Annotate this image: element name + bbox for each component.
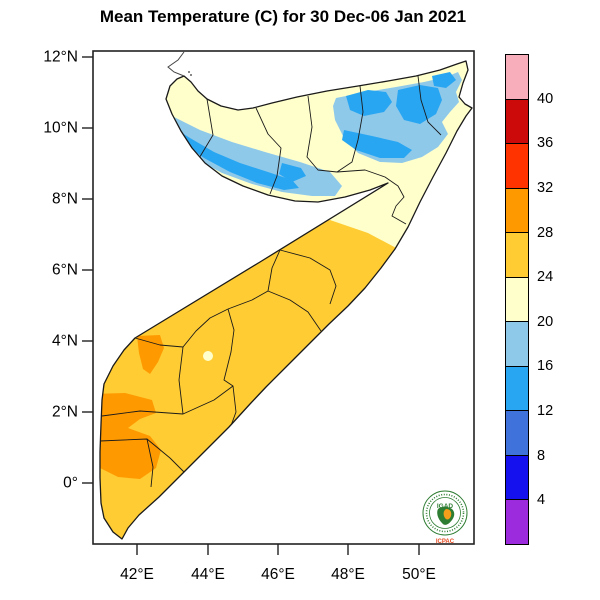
colorbar-seg-28-32 [506, 188, 528, 234]
fill-cream-spot [203, 351, 213, 361]
colorbar-label-24: 24 [537, 269, 554, 285]
logo-inner-ring [429, 497, 461, 529]
fill-blue-core-east-3 [342, 130, 412, 158]
island-dot [188, 71, 190, 73]
colorbar-seg-below-4 [506, 500, 528, 545]
chart-title: Mean Temperature (C) for 30 Dec-06 Jan 2… [99, 7, 467, 26]
fill-blue-core-west-blob [279, 163, 306, 182]
lat-label-2n: 2°N [52, 404, 78, 421]
lat-label-6n: 6°N [52, 262, 78, 279]
colorbar-label-20: 20 [537, 314, 554, 330]
fill-blue-core-west-snake [168, 124, 299, 190]
logo-text-ring [425, 493, 465, 533]
lat-label-0: 0° [63, 475, 78, 492]
colorbar-label-36: 36 [537, 135, 554, 151]
colorbar-label-16: 16 [537, 358, 554, 374]
logo-sub-text: ICPAC [436, 539, 455, 545]
logo-org-text: IGAD [437, 503, 454, 510]
lon-label-44e: 44°E [191, 566, 225, 583]
djibouti-coastline [167, 51, 185, 77]
colorbar-seg-36-40 [506, 99, 528, 145]
lat-tick-marks [82, 56, 93, 484]
colorbar-label-8: 8 [537, 448, 546, 464]
lon-label-48e: 48°E [331, 566, 365, 583]
fill-orange-28-32-north-patch [137, 335, 164, 374]
colorbar-label-4: 4 [537, 492, 546, 508]
fill-blue-core-east-1 [346, 90, 392, 116]
colorbar-seg-12-16 [506, 366, 528, 412]
colorbar-seg-16-20 [506, 322, 528, 367]
island-dot [190, 74, 192, 76]
somalia-outline [99, 60, 473, 540]
colorbar-seg-above-40 [506, 55, 528, 100]
lon-label-50e: 50°E [402, 566, 436, 583]
lon-label-46e: 46°E [261, 566, 295, 583]
plot-frame [92, 50, 475, 545]
colorbar [505, 54, 529, 545]
lat-label-12n: 12°N [43, 49, 78, 66]
lon-tick-marks [136, 544, 420, 555]
colorbar-label-12: 12 [537, 403, 554, 419]
colorbar-label-40: 40 [537, 91, 554, 107]
colorbar-label-28: 28 [537, 225, 554, 241]
colorbar-seg-32-36 [506, 144, 528, 189]
igad-icpac-logo: IGAD ICPAC [422, 490, 468, 545]
colorbar-seg-20-24 [506, 277, 528, 323]
fill-blue-core-east-2 [396, 85, 442, 124]
colorbar-seg-8-12 [506, 411, 528, 456]
fill-blue-core-east-4 [432, 72, 456, 88]
colorbar-label-32: 32 [537, 180, 554, 196]
lat-label-8n: 8°N [52, 191, 78, 208]
admin-boundaries [100, 75, 442, 488]
colorbar-seg-24-28 [506, 233, 528, 278]
lon-label-42e: 42°E [120, 566, 154, 583]
logo-africa-highlight [443, 509, 452, 520]
lat-label-10n: 10°N [43, 120, 78, 137]
colorbar-seg-4-8 [506, 455, 528, 501]
lat-label-4n: 4°N [52, 333, 78, 350]
